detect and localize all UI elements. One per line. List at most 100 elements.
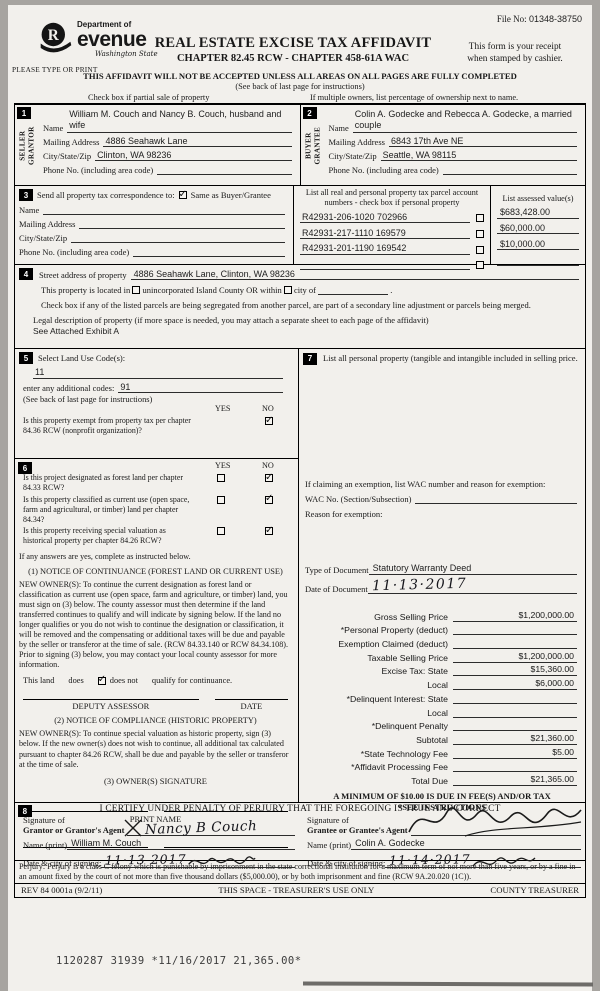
section-1-badge: 1 [17,107,31,119]
exempt-no-checkbox[interactable] [265,415,273,427]
unincorporated-checkbox[interactable] [132,286,141,294]
legal-description-value[interactable]: See Attached Exhibit A [33,326,120,336]
wac-number-field[interactable] [415,493,577,504]
current-use-yes-checkbox[interactable] [217,495,225,504]
assessed-value-field[interactable] [497,254,579,266]
grantee-date-field[interactable]: 11·14·2017 [385,851,581,868]
land-use-code-field[interactable]: 11 [33,367,283,379]
owner-signature-line[interactable] [163,802,288,812]
section-2-badge: 2 [302,107,317,119]
seller-city-field[interactable]: Clinton, WA 98236 [95,150,292,161]
money-value[interactable]: $21,360.00 [453,733,577,745]
grantor-signature-field[interactable]: Nancy B Couch [124,818,295,837]
grantee-signature-field[interactable] [408,806,582,837]
city-checkbox[interactable] [283,286,292,294]
form-body: 1 SELLER GRANTOR Name William M. Couch a… [14,103,586,898]
forest-no-checkbox[interactable] [265,472,273,484]
grantee-name-print-field[interactable]: Colin A. Godecke [351,838,581,850]
money-value[interactable]: $5.00 [453,747,577,759]
date-of-document-field[interactable]: 11·13·2017 [367,576,577,594]
exempt-question: Is this property exempt from property ta… [23,415,292,436]
print-name-line[interactable] [23,838,148,848]
money-value[interactable]: $1,200,000.00 [453,651,577,663]
grantor-name-print-field[interactable]: William M. Couch [67,838,295,850]
money-value[interactable] [453,706,577,718]
assessed-value-field[interactable]: $683,428.00 [497,207,579,219]
assessed-value-field[interactable]: $10,000.00 [497,239,579,251]
if-yes-note: If any answers are yes, complete as inst… [19,552,191,562]
assessed-value-field[interactable]: $60,000.00 [497,223,579,235]
buyer-city-field[interactable]: Seattle, WA 98115 [380,150,577,161]
section-4-badge: 4 [19,268,33,280]
section-7-badge: 7 [303,353,317,365]
parcel-number-field[interactable] [300,259,470,271]
buyer-phone-field[interactable] [442,164,577,175]
buyer-grantee-vertical-label: BUYER GRANTEE [303,126,321,165]
money-value[interactable]: $6,000.00 [453,678,577,691]
grantee-signature-block: Signature of Grantee or Grantee's Agent … [307,806,582,868]
personal-property-checkbox[interactable] [476,245,484,254]
personal-property-section: 7 List all personal property (tangible a… [299,349,585,812]
buyer-name-field[interactable]: Colin A. Godecke and Rebecca A. Godecke,… [352,109,577,133]
corr-address-field[interactable] [79,218,285,229]
yes-column-header: YES [215,461,231,470]
money-value[interactable]: $21,365.00 [453,774,577,786]
parcel-number-field[interactable]: R42931-206-1020 702966 [300,212,470,224]
multiple-owners-note: If multiple owners, list percentage of o… [310,93,519,102]
same-as-buyer-label: Same as Buyer/Grantee [190,190,271,200]
seller-city-label: City/State/Zip [43,150,92,161]
print-name-line[interactable] [163,838,288,848]
forest-yes-checkbox[interactable] [217,474,225,482]
perjury-notice: Perjury: Perjury is a class C felony whi… [15,860,585,883]
historic-no-checkbox[interactable] [265,525,273,537]
money-value[interactable]: $15,360.00 [453,664,577,677]
corr-phone-field[interactable] [133,246,285,257]
street-address-field[interactable]: 4886 Seahawk Lane, Clinton, WA 98236 [130,269,579,280]
seller-address-field[interactable]: 4886 Seahawk Lane [103,136,292,147]
current-use-no-checkbox[interactable] [265,493,273,506]
certification-section: 8 I CERTIFY UNDER PENALTY OF PERJURY THA… [15,802,585,868]
segregated-note: Check box if any of the listed parcels a… [41,300,531,310]
personal-property-checkbox[interactable] [476,214,484,223]
acceptance-warning: THIS AFFIDAVIT WILL NOT BE ACCEPTED UNLE… [83,71,517,81]
personal-property-label: List all personal property (tangible and… [323,353,578,363]
parcel-number-field[interactable]: R42931-217-1110 169579 [300,228,470,240]
exemption-intro: If claiming an exemption, list WAC numbe… [305,479,546,489]
money-value[interactable] [453,637,577,650]
historic-yes-checkbox[interactable] [217,527,225,536]
parcel-numbers-section: List all real and personal property tax … [293,186,491,271]
money-value[interactable] [453,760,577,773]
money-label: *Delinquent Penalty [371,721,448,732]
seller-phone-field[interactable] [157,164,292,175]
deputy-assessor-signature-line[interactable]: DEPUTY ASSESSOR [23,699,199,711]
corr-city-field[interactable] [71,232,285,243]
money-value[interactable]: $1,200,000.00 [453,610,577,622]
same-as-buyer-checkbox[interactable] [178,189,187,200]
buyer-grantee-section: 2 BUYER GRANTEE Name Colin A. Godecke an… [299,105,586,185]
money-label: Exemption Claimed (deduct) [338,639,448,650]
additional-codes-field[interactable]: 91 [118,382,283,393]
does-not-checkbox[interactable] [97,674,106,685]
grantor-signature-block: Signature of Grantor or Grantor's Agent … [23,815,295,868]
treasurers-use-label: THIS SPACE - TREASURER'S USE ONLY [218,885,375,896]
assessor-date-line[interactable]: DATE [214,699,288,711]
buyer-address-field[interactable]: 6843 17th Ave NE [388,136,577,147]
money-value[interactable] [453,719,577,732]
personal-property-checkbox[interactable] [476,230,484,239]
type-of-document-field[interactable]: Statutory Warranty Deed [368,563,577,575]
svg-text:R: R [48,27,60,44]
partial-sale-note: Check box if partial sale of property [88,93,210,102]
corr-address-label: Mailing Address [19,219,76,229]
personal-property-checkbox[interactable] [476,261,484,270]
grantor-date-field[interactable]: 11·13 2017 [101,851,295,868]
current-use-question: Is this property classified as current u… [23,493,292,525]
money-value[interactable] [453,623,577,636]
corr-name-field[interactable] [43,204,285,215]
parcel-number-field[interactable]: R42931-201-1190 169542 [300,243,470,255]
land-use-label: Select Land Use Code(s): [38,353,126,363]
owner-signature-line[interactable] [23,802,148,812]
city-name-field[interactable] [318,285,389,295]
assessed-values-section: List assessed value(s) $683,428.00 $60,0… [491,186,585,266]
money-value[interactable] [453,692,577,704]
seller-name-field[interactable]: William M. Couch and Nancy B. Couch, hus… [67,109,292,133]
